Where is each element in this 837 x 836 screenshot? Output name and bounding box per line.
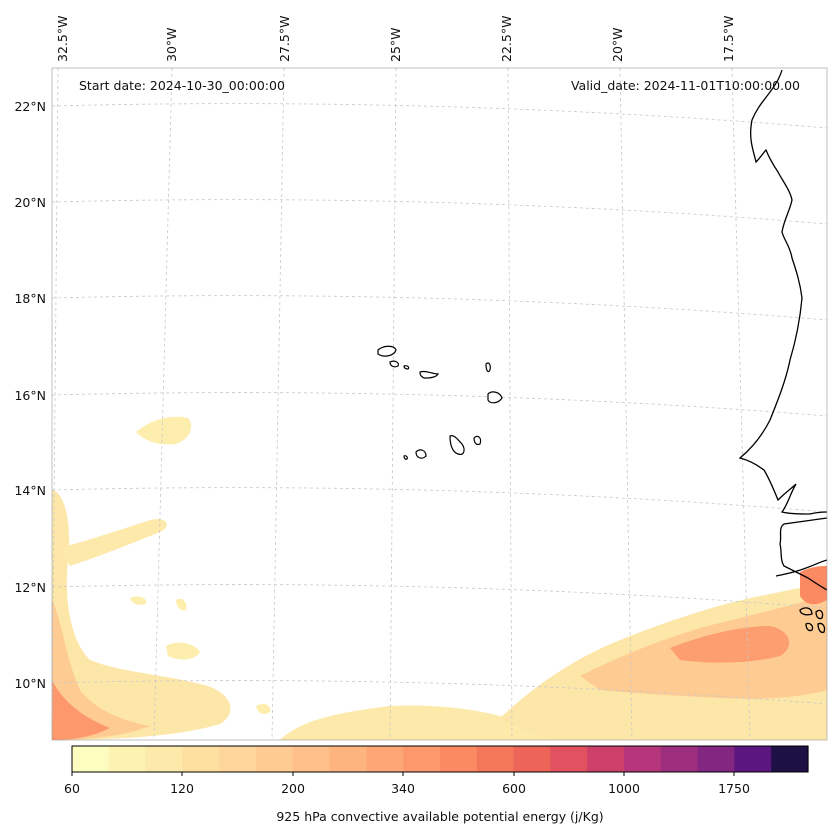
- grid-lat-22N: [52, 103, 827, 129]
- lat-label-16N: 16°N: [14, 388, 46, 403]
- colorbar-cell-15: [587, 746, 625, 772]
- coastline-guinea-bissau: [775, 559, 827, 577]
- island-santiago: [449, 435, 465, 455]
- coastline-gambia-guinea: [779, 517, 827, 591]
- colorbar-cell-11: [440, 746, 478, 772]
- lon-label-20W: 20°W: [610, 27, 625, 62]
- lon-label-22.5W: 22.5°W: [499, 16, 514, 62]
- grid-lat-16N: [52, 392, 827, 417]
- lon-label-25W: 25°W: [388, 27, 403, 62]
- lat-label-18N: 18°N: [14, 291, 46, 306]
- cbar-tick-label-1000: 1000: [608, 781, 640, 796]
- cape-region-southwest-core: [52, 600, 150, 740]
- lon-label-27.5W: 27.5°W: [277, 16, 292, 62]
- colorbar-cell-10: [403, 746, 441, 772]
- grid-lat-12N: [52, 584, 827, 609]
- grid-lon-27.5W: [271, 68, 285, 740]
- grid-lat-10N: [52, 680, 827, 705]
- grid-lon-30W: [153, 68, 173, 740]
- cape-spot-4: [256, 704, 271, 714]
- colorbar-cell-9: [366, 746, 404, 772]
- colorbar-cell-3: [145, 746, 183, 772]
- grid-lon-22.5W: [507, 68, 513, 740]
- latitude-labels: 22°N 20°N 18°N 16°N 14°N 12°N 10°N: [14, 99, 46, 691]
- colorbar-title: 925 hPa convective available potential e…: [276, 809, 603, 824]
- grid-lat-18N: [52, 295, 827, 321]
- lon-label-17.5W: 17.5°W: [721, 16, 736, 62]
- colorbar-cell-2: [108, 746, 147, 772]
- cape-region-south-band: [280, 705, 548, 740]
- cape-region-southwest: [52, 490, 231, 740]
- cape-region-west-arm: [60, 519, 167, 566]
- cape-spot-1: [166, 642, 200, 660]
- colorbar-cell-19: [734, 746, 772, 772]
- cape-region-coast-max: [800, 566, 827, 605]
- island-boa-vista: [487, 391, 503, 404]
- island-santo-antao: [377, 345, 397, 357]
- valid-date-label: Valid_date: 2024-11-01T10:00:00.00: [571, 78, 800, 93]
- colorbar-cell-4: [182, 746, 220, 772]
- cape-verde-islands: [377, 345, 503, 460]
- cbar-tick-label-340: 340: [391, 781, 415, 796]
- island-sao-nicolau: [419, 370, 439, 379]
- cbar-tick-label-60: 60: [64, 781, 80, 796]
- bijagos-islands: [799, 607, 826, 634]
- lat-label-10N: 10°N: [14, 676, 46, 691]
- colorbar-cell-1: [72, 746, 110, 772]
- lat-label-12N: 12°N: [14, 580, 46, 595]
- cape-region-north-blob: [136, 416, 192, 445]
- grid-lat-14N: [52, 487, 827, 513]
- colorbar-cells: [72, 746, 809, 772]
- coastline-mauritania-senegal: [738, 69, 827, 515]
- longitude-labels: 32.5°W 30°W 27.5°W 25°W 22.5°W 20°W 17.5…: [55, 16, 736, 62]
- grid-lon-20W: [619, 68, 633, 740]
- grid-lon-17.5W: [731, 68, 751, 740]
- colorbar-cell-13: [513, 746, 551, 772]
- colorbar-cell-5: [219, 746, 257, 772]
- colorbar-ticks: [71, 772, 735, 776]
- colorbar: 60 120 200 340 600 1000 1750 925 hPa con…: [64, 745, 809, 824]
- lat-label-20N: 20°N: [14, 195, 46, 210]
- cbar-tick-label-600: 600: [502, 781, 526, 796]
- colorbar-cell-8: [329, 746, 367, 772]
- lon-label-30W: 30°W: [164, 27, 179, 62]
- graticule: [52, 68, 827, 740]
- colorbar-cell-16: [624, 746, 662, 772]
- map-border: [51, 67, 828, 741]
- colorbar-cell-18: [697, 746, 735, 772]
- colorbar-cell-17: [660, 746, 699, 772]
- island-maio: [473, 435, 482, 446]
- lat-label-14N: 14°N: [14, 483, 46, 498]
- colorbar-cell-20: [771, 746, 809, 772]
- island-sal: [485, 362, 491, 373]
- cbar-tick-label-200: 200: [281, 781, 305, 796]
- colorbar-cell-7: [292, 746, 331, 772]
- island-santa-luzia: [403, 365, 410, 370]
- colorbar-cell-6: [256, 746, 294, 772]
- cbar-tick-label-120: 120: [170, 781, 194, 796]
- cape-spot-2: [176, 598, 187, 611]
- cape-region-east-max: [670, 626, 790, 663]
- colorbar-border: [71, 745, 809, 773]
- cape-shading: [52, 416, 827, 740]
- island-sao-vicente: [389, 360, 399, 368]
- grid-lon-25W: [389, 68, 397, 740]
- african-coastline: [738, 69, 827, 634]
- cbar-tick-label-1750: 1750: [718, 781, 750, 796]
- map-panel: Start date: 2024-10-30_00:00:00 Valid_da…: [51, 67, 828, 741]
- lon-label-32.5W: 32.5°W: [55, 16, 70, 62]
- grid-lon-32.5W: [52, 68, 59, 740]
- colorbar-cell-12: [476, 746, 515, 772]
- cape-spot-3: [130, 596, 147, 605]
- colorbar-cell-14: [550, 746, 588, 772]
- island-fogo: [415, 449, 427, 459]
- lat-label-22N: 22°N: [14, 99, 46, 114]
- grid-lat-20N: [52, 199, 827, 225]
- island-brava: [403, 455, 408, 460]
- cape-region-southwest-max: [52, 680, 110, 740]
- start-date-label: Start date: 2024-10-30_00:00:00: [79, 78, 285, 93]
